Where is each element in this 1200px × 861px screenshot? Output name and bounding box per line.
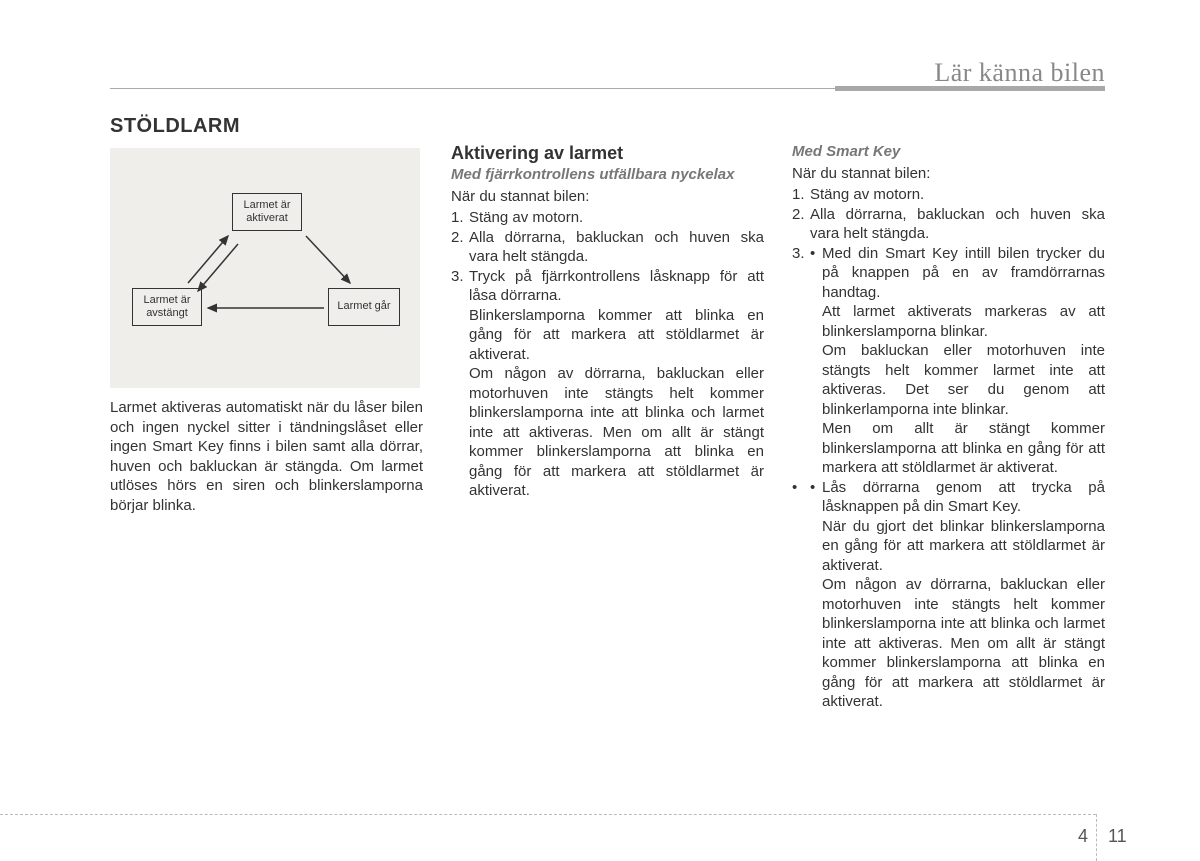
smartkey-3a-note2: Om bakluckan eller motorhuven inte stäng…	[792, 341, 1105, 419]
smartkey-step-2: Alla dörrarna, bakluckan och huven ska v…	[792, 205, 1105, 244]
smartkey-step-1: Stäng av motorn.	[792, 185, 1105, 205]
diagram-box-triggered: Larmet går	[328, 288, 400, 326]
diagram-arrows	[110, 148, 420, 388]
diagram-box-off: Larmet är avstängt	[132, 288, 202, 326]
page-chapter-number: 4	[1078, 826, 1088, 847]
smartkey-step-3a: 3.•Med din Smart Key intill bilen trycke…	[792, 244, 1105, 303]
smartkey-3b-note2: Om någon av dörrarna, bakluckan eller mo…	[792, 575, 1105, 712]
diagram-box-activated: Larmet är aktiverat	[232, 193, 302, 231]
header-rule	[110, 86, 1105, 96]
remote-note-1: Blinkerslamporna kommer att blinka en gå…	[451, 306, 764, 365]
remote-steps: Stäng av motorn. Alla dörrarna, baklucka…	[451, 208, 764, 306]
smartkey-3b-note1: När du gjort det blinkar blinkers­lampor…	[792, 517, 1105, 576]
page-number: 11	[1108, 826, 1127, 847]
remote-step-3: Tryck på fjärrkontrollens låsknapp för a…	[451, 267, 764, 306]
remote-step-2: Alla dörrarna, bakluckan och huven ska v…	[451, 228, 764, 267]
smartkey-lead: När du stannat bilen:	[792, 164, 1105, 184]
column-1: STÖLDLARM Larmet är aktiverat Larmet är …	[110, 115, 423, 712]
intro-text: Larmet aktiveras automatiskt när du låse…	[110, 398, 423, 515]
remote-note-2: Om någon av dörrarna, bakluckan eller mo…	[451, 364, 764, 501]
alarm-state-diagram: Larmet är aktiverat Larmet är avstängt L…	[110, 148, 420, 388]
footer-rule-v	[1096, 814, 1097, 861]
smartkey-steps: Stäng av motorn. Alla dörrarna, baklucka…	[792, 185, 1105, 244]
smartkey-3a-note3: Men om allt är stängt kommer blinkerslam…	[792, 419, 1105, 478]
smartkey-step-3b: •Lås dörrarna genom att trycka på låskna…	[792, 478, 1105, 517]
remote-lead: När du stannat bilen:	[451, 187, 764, 207]
column-2: Aktivering av larmet Med fjärrkontrollen…	[451, 115, 764, 712]
content-columns: STÖLDLARM Larmet är aktiverat Larmet är …	[110, 115, 1105, 712]
section-title: STÖLDLARM	[110, 115, 423, 138]
remote-step-1: Stäng av motorn.	[451, 208, 764, 228]
activation-heading: Aktivering av larmet	[451, 143, 764, 164]
chapter-title: Lär känna bilen	[934, 58, 1105, 88]
smartkey-3a-note1: Att larmet aktiverats markeras av att bl…	[792, 302, 1105, 341]
manual-page: Lär känna bilen STÖLDLARM Larmet är akti…	[0, 0, 1200, 55]
footer-rule-h	[0, 814, 1096, 815]
remote-heading: Med fjärrkontrollens utfällbara nyckelax	[451, 166, 764, 185]
smartkey-heading: Med Smart Key	[792, 143, 1105, 162]
column-3: Med Smart Key När du stannat bilen: Stän…	[792, 115, 1105, 712]
